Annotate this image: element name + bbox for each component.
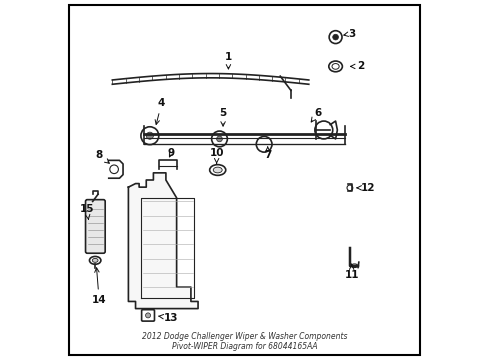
Text: 1: 1 bbox=[224, 52, 232, 69]
Circle shape bbox=[332, 34, 338, 40]
Text: 13: 13 bbox=[158, 312, 178, 323]
Text: 15: 15 bbox=[79, 203, 94, 219]
Text: 5: 5 bbox=[219, 108, 226, 126]
Circle shape bbox=[216, 136, 222, 142]
Text: 8: 8 bbox=[95, 150, 109, 163]
Text: 11: 11 bbox=[344, 264, 358, 280]
Text: 12: 12 bbox=[356, 183, 374, 193]
Polygon shape bbox=[128, 173, 198, 309]
Text: 14: 14 bbox=[92, 268, 106, 305]
Ellipse shape bbox=[92, 258, 98, 262]
Text: 2012 Dodge Challenger Wiper & Washer Components
Pivot-WIPER Diagram for 68044165: 2012 Dodge Challenger Wiper & Washer Com… bbox=[142, 332, 346, 351]
Circle shape bbox=[146, 132, 153, 139]
Text: 10: 10 bbox=[209, 148, 224, 164]
FancyBboxPatch shape bbox=[85, 200, 105, 253]
Text: 2: 2 bbox=[350, 62, 364, 71]
Text: 4: 4 bbox=[155, 98, 165, 125]
Text: 9: 9 bbox=[167, 148, 175, 158]
Text: 3: 3 bbox=[343, 28, 355, 39]
Circle shape bbox=[145, 313, 150, 318]
Ellipse shape bbox=[213, 167, 222, 173]
Text: 7: 7 bbox=[264, 147, 271, 160]
Text: 6: 6 bbox=[310, 108, 321, 122]
